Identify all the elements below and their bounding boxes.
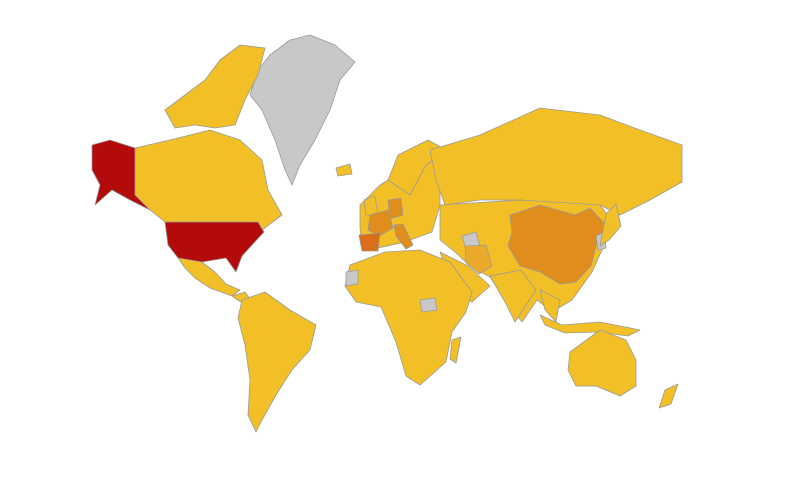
- region-canada: [134, 129, 283, 231]
- region-indonesia: [539, 314, 641, 337]
- region-canada-arctic-islands: [164, 44, 266, 129]
- region-japan: [599, 203, 622, 247]
- region-spain: [358, 232, 381, 252]
- region-africa: [344, 249, 473, 386]
- region-china: [507, 204, 607, 285]
- region-germany: [387, 197, 404, 220]
- region-mexico: [177, 257, 241, 297]
- region-russia: [429, 107, 683, 216]
- region-iran: [464, 244, 493, 275]
- region-france: [367, 209, 394, 237]
- region-united-states: [164, 221, 265, 273]
- region-alaska: [91, 139, 151, 211]
- region-india: [489, 269, 537, 323]
- region-australia: [567, 329, 637, 397]
- region-italy: [393, 223, 414, 250]
- region-south-sudan: [419, 297, 438, 313]
- region-western-sahara: [345, 269, 359, 287]
- region-madagascar: [449, 336, 462, 364]
- region-iceland: [335, 163, 353, 177]
- region-new-zealand: [658, 383, 679, 409]
- region-south-america: [237, 291, 317, 433]
- region-greenland: [249, 34, 356, 186]
